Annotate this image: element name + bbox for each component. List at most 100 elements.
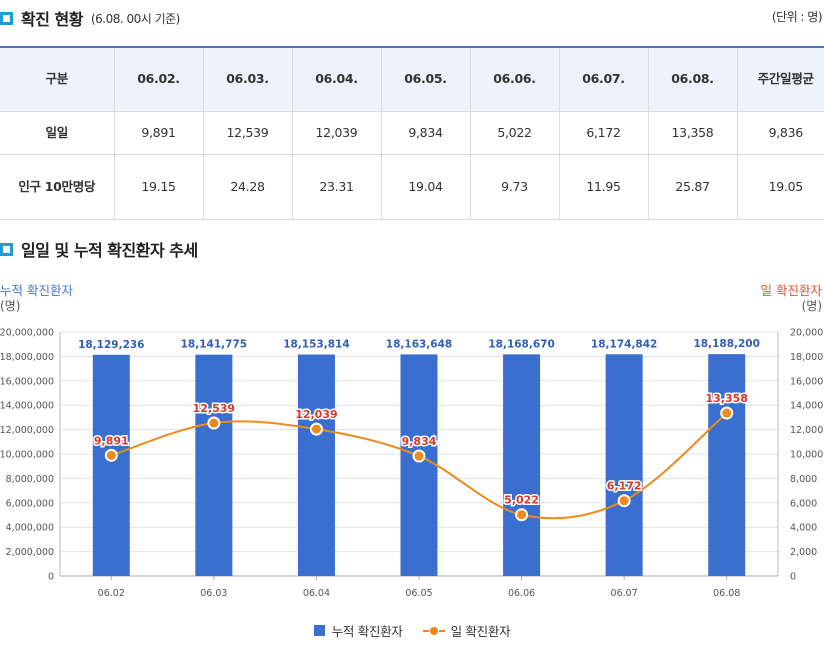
bar-value-label: 18,168,670 bbox=[488, 338, 554, 350]
table-header-row: 구분 06.02. 06.03. 06.04. 06.05. 06.06. 06… bbox=[0, 46, 824, 112]
bar-value-label: 18,163,648 bbox=[386, 338, 452, 350]
legend-label: 일 확진환자 bbox=[450, 624, 511, 639]
left-tick-label: 0 bbox=[48, 572, 54, 583]
left-tick-label: 10,000,000 bbox=[0, 450, 54, 461]
bar-value-label: 18,153,814 bbox=[283, 339, 349, 351]
x-tick-label: 06.02 bbox=[98, 588, 125, 599]
section-square-icon bbox=[0, 11, 13, 25]
right-axis-title: 일 확진환자 bbox=[761, 283, 823, 298]
right-tick-label: 14,000 bbox=[790, 401, 823, 412]
section-subtitle: (6.08. 00시 기준) bbox=[90, 11, 180, 26]
bar-value-label: 18,141,775 bbox=[181, 339, 247, 351]
right-tick-label: 20,000 bbox=[790, 328, 823, 339]
bar bbox=[297, 354, 335, 576]
legend-label: 누적 확진환자 bbox=[331, 624, 403, 639]
legend-bar-swatch bbox=[313, 625, 325, 636]
table-header-cell: 06.05. bbox=[380, 46, 471, 112]
left-tick-label: 16,000,000 bbox=[0, 376, 54, 387]
right-tick-label: 18,000 bbox=[790, 352, 823, 363]
table-header-cell: 06.07. bbox=[558, 46, 649, 112]
row-label: 인구 10만명당 bbox=[0, 153, 115, 220]
right-tick-label: 16,000 bbox=[790, 376, 823, 387]
right-tick-label: 8,000 bbox=[790, 474, 817, 485]
table-cell: 24.28 bbox=[202, 153, 293, 220]
bar bbox=[708, 354, 746, 576]
table-row: 인구 10만명당 19.15 24.28 23.31 19.04 9.73 11… bbox=[0, 153, 824, 220]
bar bbox=[400, 354, 438, 576]
table-cell: 19.04 bbox=[380, 153, 471, 220]
unit-label: (단위 : 명) bbox=[771, 10, 823, 24]
table-header-cell: 주간일평균 bbox=[736, 46, 824, 112]
line-value-label: 6,172 bbox=[607, 480, 642, 493]
right-tick-label: 10,000 bbox=[790, 450, 823, 461]
left-tick-label: 18,000,000 bbox=[0, 352, 54, 363]
section-title: 확진 현황 bbox=[21, 10, 83, 29]
x-tick-label: 06.05 bbox=[405, 588, 432, 599]
section-header-trend: 일일 및 누적 확진환자 추세 bbox=[0, 237, 198, 261]
bar-value-label: 18,129,236 bbox=[78, 339, 144, 351]
table-cell: 19.15 bbox=[113, 153, 204, 220]
table-cell: 12,039 bbox=[291, 110, 382, 155]
table-header-cell: 06.08. bbox=[647, 46, 738, 112]
left-tick-label: 20,000,000 bbox=[0, 328, 54, 339]
table-cell: 19.05 bbox=[736, 153, 824, 220]
right-tick-label: 6,000 bbox=[790, 498, 817, 509]
legend-line-swatch bbox=[422, 625, 445, 636]
table-cell: 25.87 bbox=[647, 153, 738, 220]
legend-item-cumulative[interactable]: 누적 확진환자 bbox=[313, 621, 403, 640]
section-title: 일일 및 누적 확진환자 추세 bbox=[21, 241, 198, 260]
right-tick-label: 4,000 bbox=[790, 523, 817, 534]
x-tick-label: 06.06 bbox=[508, 588, 535, 599]
right-tick-label: 12,000 bbox=[790, 425, 823, 436]
x-tick-label: 06.07 bbox=[611, 588, 638, 599]
bar bbox=[605, 354, 643, 576]
bar bbox=[92, 354, 130, 576]
table-header-cell: 06.03. bbox=[202, 46, 293, 112]
trend-chart: 누적 확진환자(명)일 확진환자(명)0 02,000,000 2,0004,000… bbox=[0, 283, 823, 599]
x-tick-label: 06.08 bbox=[713, 588, 740, 599]
left-tick-label: 14,000,000 bbox=[0, 401, 54, 412]
section-header-status: 확진 현황 (6.08. 00시 기준) bbox=[0, 6, 180, 30]
left-tick-label: 6,000,000 bbox=[6, 498, 54, 509]
table-cell: 9,891 bbox=[113, 110, 204, 155]
line-value-label: 9,834 bbox=[402, 435, 437, 448]
table-header-cell: 06.02. bbox=[113, 46, 204, 112]
left-axis-unit: (명) bbox=[0, 299, 20, 313]
x-tick-label: 06.03 bbox=[200, 588, 227, 599]
table-cell: 23.31 bbox=[291, 153, 382, 220]
line-value-label: 5,022 bbox=[504, 494, 539, 507]
legend-item-daily[interactable]: 일 확진환자 bbox=[422, 621, 511, 640]
right-tick-label: 0 bbox=[790, 572, 796, 583]
bar bbox=[195, 354, 233, 576]
left-tick-label: 4,000,000 bbox=[6, 523, 54, 534]
line-value-label: 12,539 bbox=[193, 402, 235, 415]
chart-legend: 누적 확진환자 일 확진환자 bbox=[0, 621, 824, 640]
row-label: 일일 bbox=[0, 110, 115, 155]
line-point bbox=[412, 449, 426, 463]
table-cell: 9.73 bbox=[469, 153, 560, 220]
table-cell: 5,022 bbox=[469, 110, 560, 155]
table-cell: 12,539 bbox=[202, 110, 293, 155]
x-tick-label: 06.04 bbox=[303, 588, 330, 599]
line-point bbox=[617, 494, 631, 508]
table-header-cell: 구분 bbox=[0, 46, 115, 112]
right-tick-label: 2,000 bbox=[790, 547, 817, 558]
table-header-cell: 06.04. bbox=[291, 46, 382, 112]
line-value-label: 13,358 bbox=[705, 392, 747, 405]
line-value-label: 12,039 bbox=[295, 408, 337, 421]
section-square-icon bbox=[0, 242, 13, 256]
table-cell: 11.95 bbox=[558, 153, 649, 220]
line-point bbox=[309, 422, 323, 436]
line-point bbox=[720, 406, 734, 420]
right-axis-unit: (명) bbox=[802, 299, 822, 313]
bar bbox=[503, 354, 541, 576]
bar-value-label: 18,174,842 bbox=[591, 338, 657, 350]
left-tick-label: 2,000,000 bbox=[6, 547, 54, 558]
line-point bbox=[515, 508, 529, 522]
bar-value-label: 18,188,200 bbox=[693, 338, 759, 350]
line-point bbox=[207, 416, 221, 430]
line-point bbox=[104, 448, 118, 462]
line-value-label: 9,891 bbox=[94, 434, 129, 447]
table-cell: 13,358 bbox=[647, 110, 738, 155]
table-cell: 9,836 bbox=[736, 110, 824, 155]
